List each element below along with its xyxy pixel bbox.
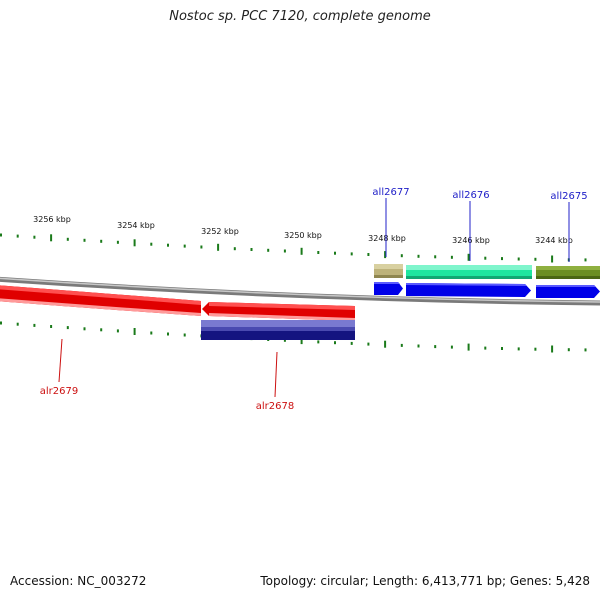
minor-tick [350, 252, 353, 256]
major-tick [50, 234, 53, 242]
minor-tick [400, 254, 403, 258]
minor-tick [400, 343, 403, 347]
major-tick [551, 255, 554, 263]
minor-tick [0, 321, 2, 325]
minor-tick [83, 238, 86, 242]
minor-tick [367, 342, 370, 346]
minor-tick [501, 347, 503, 350]
major-tick [133, 328, 136, 335]
orf-tan[interactable] [374, 264, 403, 278]
minor-tick [183, 244, 186, 248]
minor-tick [66, 326, 69, 330]
upper-tick-marks [0, 233, 587, 263]
map-title: Nostoc sp. PCC 7120, complete genome [169, 9, 431, 24]
minor-tick [350, 341, 353, 345]
gene-label-all2675[interactable]: all2675 [550, 191, 587, 202]
minor-tick [334, 251, 336, 255]
minor-tick [33, 323, 36, 327]
minor-tick [517, 347, 520, 351]
minor-tick [16, 234, 19, 238]
minor-tick [534, 257, 537, 261]
minor-tick [183, 333, 186, 337]
tick-label: 3244 kbp [535, 236, 573, 245]
minor-tick [567, 348, 570, 352]
minor-tick [484, 256, 487, 260]
minor-tick [584, 258, 587, 262]
leader-line [58, 338, 63, 383]
minor-tick [450, 345, 453, 349]
minor-tick [150, 331, 153, 335]
orf-mint[interactable] [406, 265, 532, 279]
accession-label: Accession: NC_003272 [10, 574, 147, 588]
minor-tick [200, 245, 203, 249]
tick-label: 3254 kbp [117, 221, 155, 230]
minor-tick [283, 249, 286, 253]
tick-label: 3256 kbp [33, 215, 71, 224]
minor-tick [150, 242, 153, 246]
minor-tick [116, 240, 119, 244]
minor-tick [267, 248, 270, 252]
tick-label: 3252 kbp [201, 227, 239, 236]
gene-arrow-all2677[interactable] [374, 282, 403, 295]
minor-tick [534, 347, 537, 351]
major-tick [217, 243, 220, 251]
major-tick [467, 253, 470, 261]
minor-tick [317, 251, 320, 254]
minor-tick [167, 243, 169, 247]
minor-tick [167, 332, 169, 336]
minor-tick [283, 338, 286, 342]
minor-tick [116, 329, 119, 333]
leader-line [274, 351, 278, 398]
minor-tick [584, 348, 587, 352]
major-tick [300, 247, 303, 255]
minor-tick [83, 327, 86, 331]
major-tick [467, 343, 470, 351]
minor-tick [484, 346, 487, 350]
minor-tick [233, 247, 236, 251]
minor-tick [434, 255, 437, 259]
minor-tick [417, 344, 420, 348]
orf-olive[interactable] [536, 266, 600, 279]
major-tick [384, 251, 387, 259]
minor-tick [16, 322, 19, 326]
gene-arrow-all2675[interactable] [536, 285, 600, 298]
minor-tick [434, 345, 437, 349]
major-tick [551, 345, 554, 353]
minor-tick [334, 341, 336, 345]
minor-tick [450, 255, 453, 259]
minor-tick [50, 325, 53, 328]
minor-tick [100, 239, 103, 243]
gene-arrow-all2676[interactable] [406, 283, 531, 297]
gene-label-all2676[interactable]: all2676 [452, 190, 489, 201]
minor-tick [66, 237, 69, 241]
minor-tick [0, 233, 2, 237]
gene-label-all2677[interactable]: all2677 [372, 187, 409, 198]
minor-tick [367, 253, 370, 256]
major-tick [133, 239, 136, 247]
tick-label: 3246 kbp [452, 236, 490, 245]
orf-navy[interactable] [201, 320, 355, 340]
minor-tick [501, 257, 503, 261]
minor-tick [417, 254, 420, 258]
minor-tick [33, 235, 36, 239]
minor-tick [250, 248, 253, 251]
gene-arrow-alr2678[interactable] [202, 302, 355, 321]
tick-label: 3250 kbp [284, 231, 322, 240]
genome-backbone [0, 276, 600, 306]
topology-label: Topology: circular; Length: 6,413,771 bp… [260, 574, 590, 588]
minor-tick [100, 328, 103, 332]
minor-tick [317, 340, 320, 344]
tick-label: 3248 kbp [368, 234, 406, 243]
gene-label-alr2678[interactable]: alr2678 [256, 401, 294, 412]
gene-label-alr2679[interactable]: alr2679 [40, 386, 78, 397]
major-tick [384, 340, 387, 348]
gene-arrow-alr2679[interactable] [0, 285, 201, 316]
major-tick [300, 337, 303, 345]
minor-tick [517, 257, 520, 261]
